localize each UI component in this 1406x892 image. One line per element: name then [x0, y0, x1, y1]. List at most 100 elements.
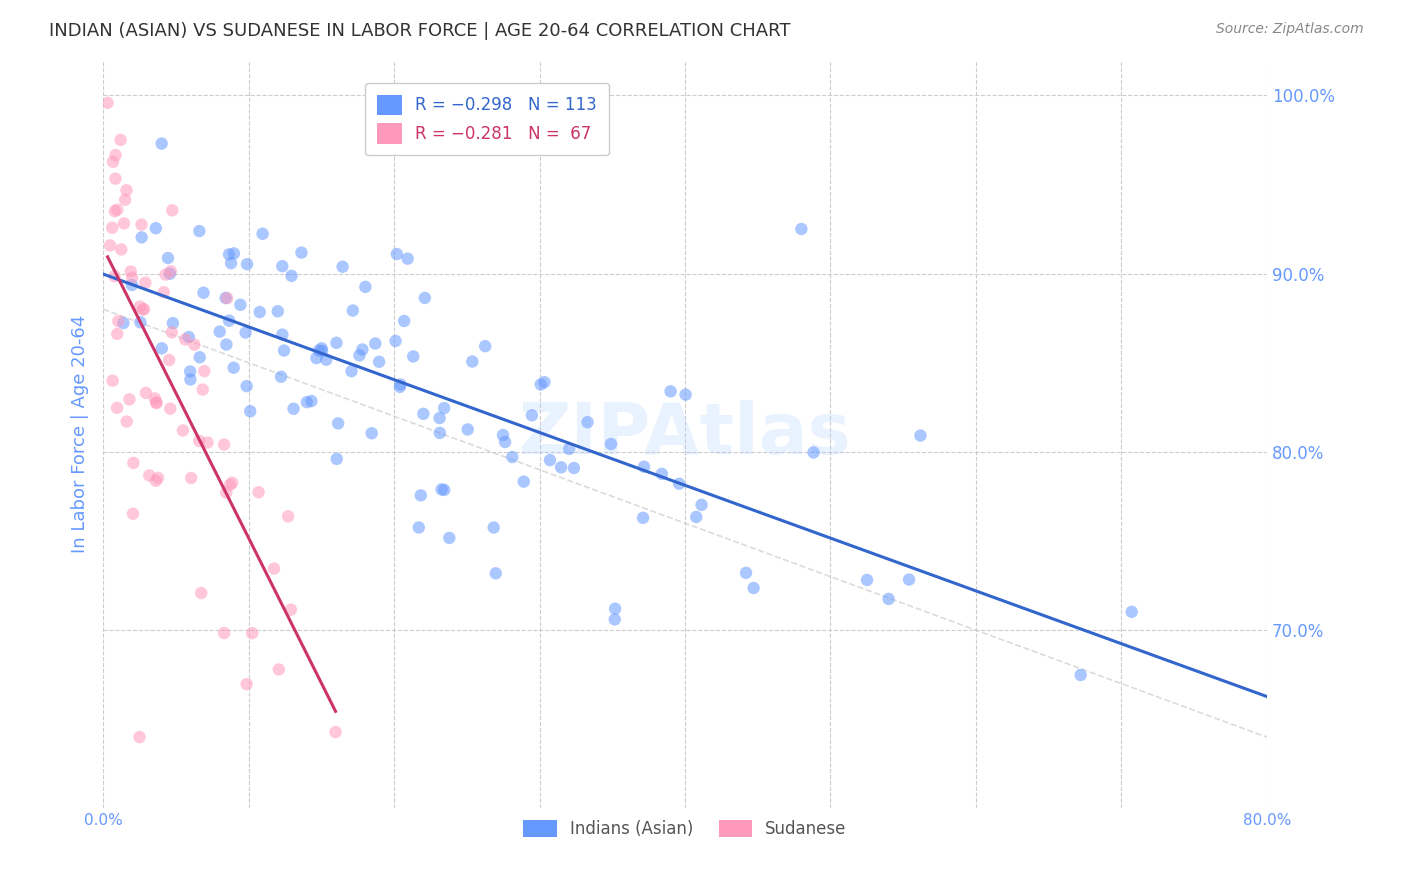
- Point: [110, 133, 132, 147]
- Point: [558, 442, 581, 456]
- Point: [197, 435, 219, 450]
- Point: [328, 417, 350, 431]
- Point: [105, 326, 128, 341]
- Point: [104, 148, 127, 162]
- Point: [494, 435, 516, 450]
- Point: [305, 351, 328, 365]
- Point: [162, 203, 184, 218]
- Point: [219, 256, 242, 270]
- Point: [349, 348, 371, 362]
- Point: [283, 401, 305, 416]
- Point: [179, 372, 201, 386]
- Point: [562, 461, 585, 475]
- Point: [150, 341, 173, 355]
- Point: [188, 434, 211, 448]
- Point: [112, 316, 135, 330]
- Point: [315, 352, 337, 367]
- Point: [409, 488, 432, 502]
- Point: [222, 360, 245, 375]
- Point: [389, 377, 412, 392]
- Point: [340, 364, 363, 378]
- Point: [368, 355, 391, 369]
- Point: [354, 280, 377, 294]
- Point: [129, 315, 152, 329]
- Point: [240, 626, 263, 640]
- Point: [280, 602, 302, 616]
- Point: [215, 485, 238, 500]
- Point: [360, 426, 382, 441]
- Point: [193, 364, 215, 378]
- Point: [271, 327, 294, 342]
- Point: [218, 247, 240, 261]
- Point: [145, 396, 167, 410]
- Point: [103, 269, 125, 284]
- Point: [183, 337, 205, 351]
- Point: [898, 573, 921, 587]
- Point: [457, 422, 479, 436]
- Point: [235, 379, 257, 393]
- Point: [179, 364, 201, 378]
- Point: [439, 531, 461, 545]
- Point: [157, 353, 180, 368]
- Point: [215, 291, 238, 305]
- Point: [270, 369, 292, 384]
- Point: [856, 573, 879, 587]
- Point: [576, 415, 599, 429]
- Point: [429, 411, 451, 425]
- Point: [402, 350, 425, 364]
- Point: [290, 245, 312, 260]
- Text: INDIAN (ASIAN) VS SUDANESE IN LABOR FORCE | AGE 20-64 CORRELATION CHART: INDIAN (ASIAN) VS SUDANESE IN LABOR FORC…: [49, 22, 790, 40]
- Point: [114, 193, 136, 207]
- Point: [218, 314, 240, 328]
- Point: [461, 354, 484, 368]
- Point: [485, 566, 508, 581]
- Text: Source: ZipAtlas.com: Source: ZipAtlas.com: [1216, 22, 1364, 37]
- Point: [215, 291, 238, 305]
- Point: [110, 243, 132, 257]
- Point: [433, 401, 456, 416]
- Point: [104, 204, 127, 219]
- Legend: Indians (Asian), Sudanese: Indians (Asian), Sudanese: [517, 814, 853, 845]
- Point: [263, 561, 285, 575]
- Point: [134, 276, 156, 290]
- Point: [215, 337, 238, 351]
- Point: [690, 498, 713, 512]
- Point: [412, 407, 434, 421]
- Point: [433, 483, 456, 497]
- Point: [790, 222, 813, 236]
- Point: [295, 395, 318, 409]
- Point: [603, 612, 626, 626]
- Point: [501, 450, 523, 464]
- Point: [239, 404, 262, 418]
- Point: [735, 566, 758, 580]
- Point: [311, 343, 333, 358]
- Point: [429, 425, 451, 440]
- Point: [222, 246, 245, 260]
- Point: [633, 459, 655, 474]
- Point: [352, 343, 374, 357]
- Point: [252, 227, 274, 241]
- Point: [533, 375, 555, 389]
- Point: [131, 230, 153, 244]
- Point: [877, 591, 900, 606]
- Point: [145, 395, 167, 409]
- Point: [98, 238, 121, 252]
- Point: [249, 305, 271, 319]
- Point: [172, 424, 194, 438]
- Point: [342, 303, 364, 318]
- Point: [131, 218, 153, 232]
- Point: [212, 626, 235, 640]
- Point: [301, 394, 323, 409]
- Point: [121, 270, 143, 285]
- Point: [550, 460, 572, 475]
- Point: [115, 415, 138, 429]
- Point: [685, 510, 707, 524]
- Point: [396, 252, 419, 266]
- Point: [326, 451, 349, 466]
- Point: [101, 220, 124, 235]
- Point: [121, 277, 143, 292]
- Point: [132, 302, 155, 317]
- Point: [631, 510, 654, 524]
- Point: [145, 474, 167, 488]
- Point: [112, 216, 135, 230]
